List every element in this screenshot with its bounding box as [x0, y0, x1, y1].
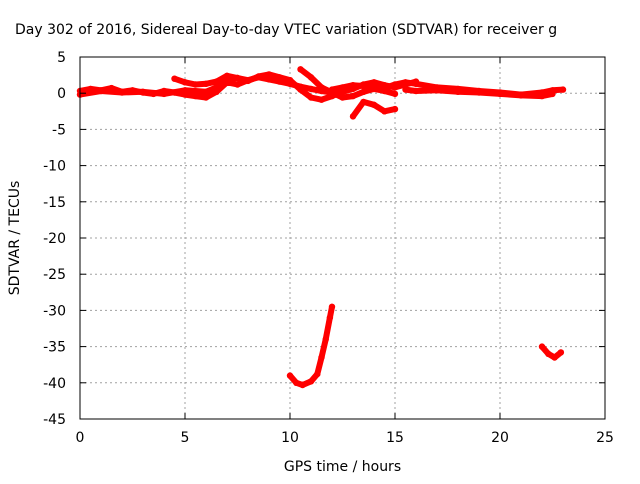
series-10-point: [538, 343, 546, 350]
series-8-point: [412, 87, 420, 95]
series-7-point: [381, 84, 388, 92]
series-2-point: [255, 73, 262, 80]
series-1-point: [307, 85, 315, 93]
y-tick-label: -15: [43, 195, 66, 211]
series-10-line: [539, 343, 564, 361]
series-8-point: [402, 86, 409, 93]
series-4-point: [307, 94, 315, 101]
series-2-point: [181, 87, 189, 94]
y-tick-label: 5: [57, 50, 66, 66]
series-9-point: [322, 336, 329, 343]
series-8-point: [538, 92, 546, 100]
series-8-point: [433, 87, 441, 94]
series-3-point: [234, 74, 241, 82]
y-tick-label: -35: [43, 340, 66, 356]
series-7-point: [391, 81, 399, 88]
series-9-point: [326, 314, 334, 321]
y-axis-label: SDTVAR / TECUs: [7, 181, 23, 296]
x-tick-label: 0: [76, 430, 85, 446]
series-10-point: [545, 350, 552, 357]
series-2-point: [265, 71, 273, 78]
x-tick-label: 20: [491, 430, 509, 446]
series-7-point: [339, 84, 346, 91]
series-8-point: [454, 88, 462, 96]
series-8-point: [475, 89, 483, 96]
series-6-point: [381, 108, 388, 115]
x-axis-label: GPS time / hours: [284, 459, 401, 475]
y-tick-label: -30: [43, 303, 66, 319]
series-3-point: [213, 78, 220, 85]
series-1-point: [202, 94, 210, 101]
axis-ticks: 0 5 10 15 20 25 5 0 -5 -10 -15 -20 -25 -30 -35 -40 -45: [43, 50, 614, 446]
series-8-point: [517, 92, 525, 99]
series-9-point: [293, 379, 300, 386]
y-tick-label: -40: [43, 376, 66, 392]
series-10-point: [551, 354, 558, 361]
y-tick-label: -45: [43, 412, 66, 428]
series-8-point: [549, 90, 556, 98]
series-7-point: [328, 86, 336, 93]
series-5-point: [307, 74, 315, 81]
series-4-point: [297, 86, 304, 93]
series-1-point: [192, 92, 199, 100]
series-3-point: [223, 72, 231, 80]
series-1-point: [234, 81, 241, 88]
series-5-point: [360, 88, 367, 96]
series-3-point: [181, 79, 189, 86]
series-7-point: [370, 83, 378, 90]
series-4-point: [286, 77, 294, 84]
series-9-point: [307, 378, 315, 385]
chart-title: Day 302 of 2016, Sidereal Day-to-day VTE…: [15, 22, 557, 38]
series-6-point: [360, 98, 367, 106]
series-7-point: [412, 80, 420, 88]
series-7-point: [360, 82, 367, 90]
series-3-point: [192, 81, 199, 88]
series-2-point: [139, 88, 147, 96]
x-tick-label: 5: [181, 430, 190, 446]
series-2-point: [213, 84, 220, 91]
series-3-point: [171, 75, 178, 82]
series-2-point: [202, 88, 210, 96]
series-3-point: [244, 77, 252, 84]
series-5-point: [391, 90, 399, 98]
y-tick-label: -5: [52, 122, 66, 138]
y-tick-label: -25: [43, 267, 66, 283]
y-tick-label: 0: [57, 86, 66, 102]
x-tick-label: 25: [596, 430, 614, 446]
series-6-point: [391, 105, 399, 113]
series-10-point: [557, 349, 565, 356]
series-2-point: [160, 90, 168, 98]
series-7-point: [402, 79, 409, 86]
x-tick-label: 10: [281, 430, 299, 446]
series-9-point: [314, 370, 321, 378]
series-9-point: [286, 372, 294, 379]
series-5-point: [318, 84, 325, 91]
series-2-point: [97, 87, 105, 95]
series-7-point: [559, 86, 567, 93]
x-tick-label: 15: [386, 430, 404, 446]
series-5-point: [339, 94, 346, 101]
grid: [80, 57, 605, 419]
series-7-point: [349, 82, 357, 89]
series-5-point: [349, 92, 357, 100]
series-3-point: [202, 80, 210, 88]
series-9-point: [318, 354, 325, 361]
series-4-point: [318, 96, 325, 103]
series-6-point: [370, 101, 378, 109]
y-tick-label: -10: [43, 159, 66, 175]
series-2-point: [118, 89, 126, 96]
y-tick-label: -20: [43, 231, 66, 247]
series-9-point: [328, 303, 336, 310]
series-6-point: [349, 113, 357, 120]
data-series: [76, 66, 567, 389]
series-8-point: [496, 90, 504, 98]
series-5-point: [297, 66, 304, 73]
series-2-point: [276, 74, 283, 81]
series-9-point: [299, 381, 306, 389]
